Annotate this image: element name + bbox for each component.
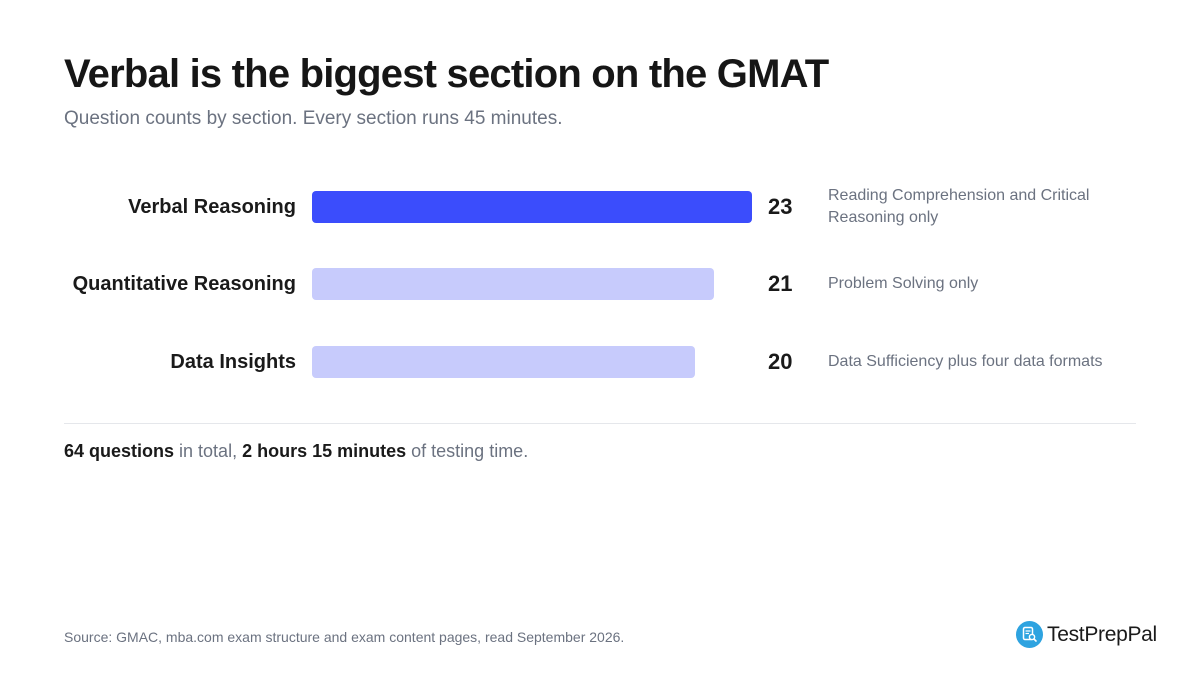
bar-label: Verbal Reasoning [128,196,296,218]
brand-logo: TestPrepPal [1016,621,1157,648]
bar-value-label: 20 [768,349,793,374]
divider [64,423,1136,424]
summary-end: of testing time. [406,441,529,461]
bar [312,191,752,223]
bar-label: Data Insights [170,351,296,373]
bar-annotation: Data Sufficiency plus four data formats [828,353,1103,370]
bar [312,268,714,300]
bar-annotation: Problem Solving only [828,275,979,292]
bar-annotation: Reading Comprehension and Critical Reaso… [828,187,1090,226]
bar-value-label: 21 [768,271,793,296]
summary-mid: in total, [174,441,243,461]
source-note: Source: GMAC, mba.com exam structure and… [64,629,625,645]
chart-title: Verbal is the biggest section on the GMA… [64,52,829,96]
summary-time: 2 hours 15 minutes [242,441,407,461]
summary-text: 64 questions in total, 2 hours 15 minute… [64,441,528,462]
chart-subtitle: Question counts by section. Every sectio… [64,108,563,129]
summary-questions: 64 questions [64,441,175,461]
bar-value-label: 23 [768,194,793,219]
bar-label: Quantitative Reasoning [72,273,296,295]
document-magnifier-icon [1016,621,1043,648]
bar [312,346,695,378]
brand-name: TestPrepPal [1047,622,1157,646]
